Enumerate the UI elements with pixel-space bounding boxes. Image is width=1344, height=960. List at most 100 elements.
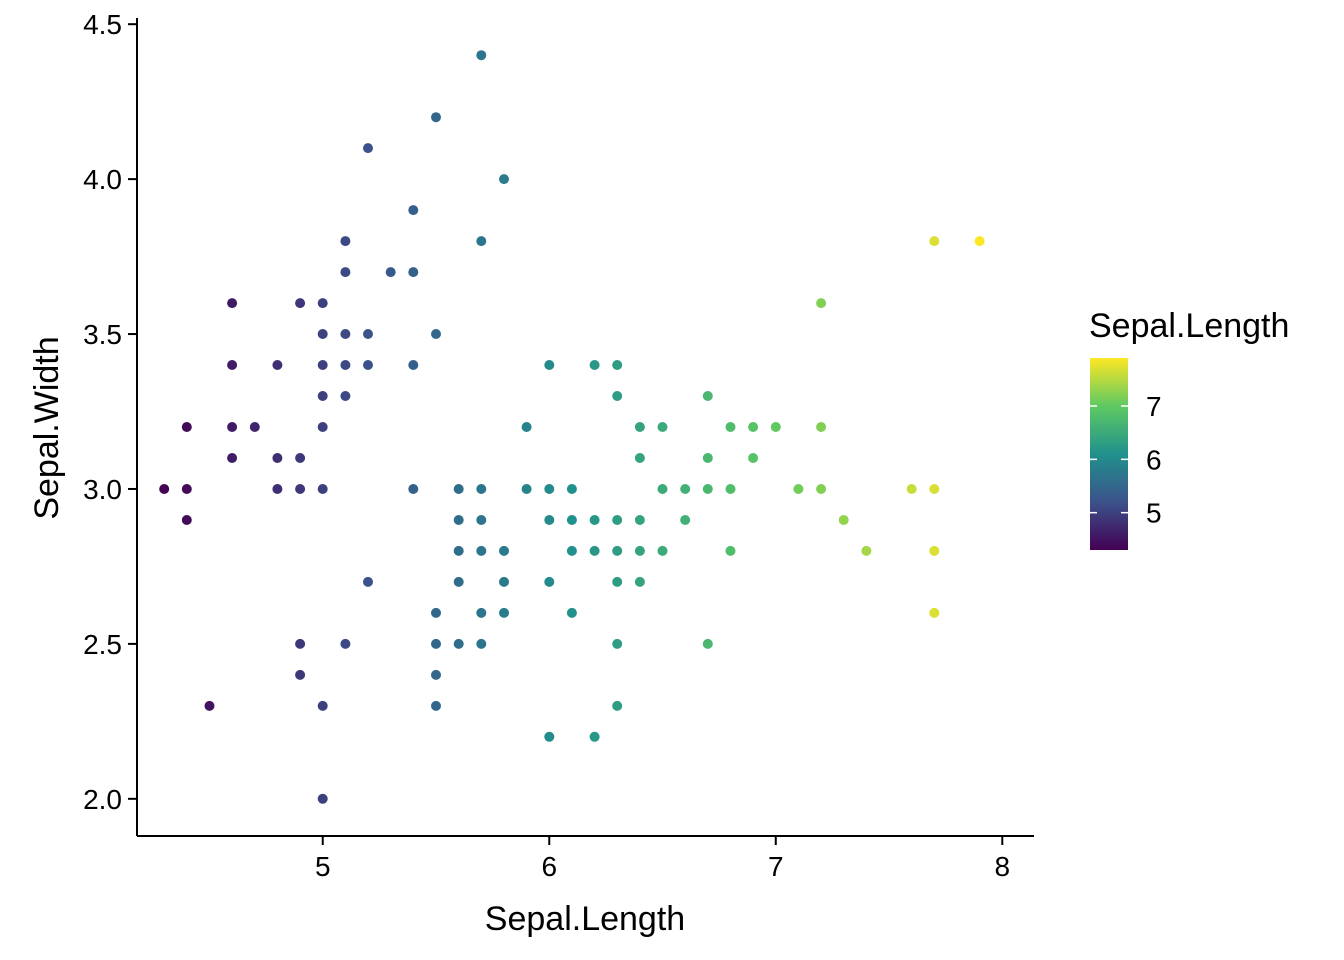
- data-point: [499, 576, 509, 587]
- legend-tick-label: 6: [1146, 444, 1162, 475]
- points-layer: [159, 50, 985, 804]
- data-point: [227, 453, 238, 463]
- legend-tick-label: 5: [1146, 498, 1162, 529]
- data-point: [544, 360, 555, 370]
- data-point: [657, 484, 668, 494]
- data-point: [702, 453, 713, 463]
- data-point: [725, 422, 736, 432]
- data-point: [657, 545, 668, 556]
- data-point: [340, 329, 351, 339]
- data-point: [634, 453, 645, 463]
- data-point: [612, 545, 623, 556]
- data-point: [702, 391, 713, 401]
- data-point: [431, 669, 441, 680]
- data-point: [363, 329, 373, 339]
- data-point: [725, 484, 736, 494]
- data-point: [929, 484, 940, 494]
- data-point: [453, 515, 464, 525]
- data-point: [612, 576, 623, 587]
- data-point: [295, 484, 306, 494]
- data-point: [499, 545, 509, 556]
- y-tick-label: 3.5: [83, 319, 122, 350]
- legend-ticks: 5 6 7: [1090, 391, 1162, 529]
- data-point: [521, 422, 532, 432]
- y-tick-label: 2.0: [83, 784, 122, 815]
- legend-colorbar: [1090, 358, 1128, 550]
- data-point: [340, 267, 351, 278]
- data-point: [770, 422, 781, 432]
- data-point: [453, 545, 464, 556]
- x-tick-label: 7: [768, 851, 784, 882]
- data-point: [612, 515, 623, 525]
- data-point: [317, 329, 328, 339]
- y-tick-label: 4.5: [83, 9, 122, 40]
- y-axis-title: Sepal.Width: [28, 336, 66, 519]
- data-point: [499, 174, 509, 185]
- data-point: [929, 545, 940, 556]
- data-point: [317, 422, 328, 432]
- data-point: [566, 545, 577, 556]
- data-point: [634, 422, 645, 432]
- data-point: [906, 484, 917, 494]
- y-tick-label: 3.0: [83, 474, 122, 505]
- data-point: [453, 484, 464, 494]
- data-point: [476, 50, 487, 61]
- x-tick-label: 6: [541, 851, 557, 882]
- data-point: [340, 391, 351, 401]
- data-point: [702, 638, 713, 649]
- data-point: [295, 453, 306, 463]
- data-point: [861, 545, 872, 556]
- data-point: [544, 484, 555, 494]
- data-point: [476, 545, 487, 556]
- data-point: [544, 576, 555, 587]
- data-point: [249, 422, 260, 432]
- data-point: [408, 484, 419, 494]
- data-point: [929, 236, 940, 247]
- data-point: [589, 545, 600, 556]
- data-point: [589, 360, 600, 370]
- data-point: [476, 607, 487, 618]
- data-point: [974, 236, 985, 247]
- data-point: [476, 515, 487, 525]
- data-point: [272, 360, 283, 370]
- data-point: [408, 360, 419, 370]
- data-point: [838, 515, 849, 525]
- data-point: [612, 360, 623, 370]
- data-point: [431, 329, 441, 339]
- data-point: [340, 236, 351, 247]
- data-point: [816, 422, 827, 432]
- y-axis-ticks: 2.0 2.5 3.0 3.5 4.0 4.5: [83, 9, 137, 815]
- data-point: [544, 515, 555, 525]
- data-point: [159, 484, 170, 494]
- data-point: [612, 638, 623, 649]
- data-point: [295, 669, 306, 680]
- data-point: [363, 143, 373, 154]
- data-point: [634, 576, 645, 587]
- data-point: [317, 700, 328, 711]
- data-point: [793, 484, 804, 494]
- data-point: [431, 638, 441, 649]
- data-point: [748, 453, 759, 463]
- data-point: [181, 515, 192, 525]
- data-point: [227, 422, 238, 432]
- data-point: [544, 731, 555, 742]
- data-point: [431, 700, 441, 711]
- data-point: [748, 422, 759, 432]
- data-point: [317, 484, 328, 494]
- data-point: [431, 607, 441, 618]
- y-tick-label: 2.5: [83, 629, 122, 660]
- data-point: [476, 236, 487, 247]
- data-point: [476, 638, 487, 649]
- data-point: [204, 700, 215, 711]
- data-point: [295, 298, 306, 309]
- data-point: [317, 360, 328, 370]
- data-point: [612, 700, 623, 711]
- x-tick-label: 8: [994, 851, 1010, 882]
- data-point: [272, 484, 283, 494]
- data-point: [476, 484, 487, 494]
- data-point: [340, 638, 351, 649]
- color-legend: Sepal.Length 5 6 7: [1089, 307, 1289, 550]
- data-point: [702, 484, 713, 494]
- data-point: [566, 484, 577, 494]
- data-point: [521, 484, 532, 494]
